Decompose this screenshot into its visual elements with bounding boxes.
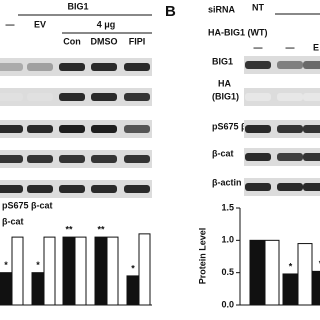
significance: **: [97, 224, 105, 234]
band: [245, 61, 271, 69]
band: [124, 155, 150, 163]
band: [303, 125, 320, 133]
lane-label: DMSO: [91, 36, 118, 46]
band: [27, 125, 53, 133]
bar: [312, 270, 320, 306]
significance: *: [36, 260, 40, 270]
band: [91, 125, 117, 133]
row-label: (BIG1): [212, 91, 239, 101]
bar: [43, 236, 56, 306]
label: NT: [252, 2, 264, 12]
lane-label: —: [286, 42, 295, 52]
band: [0, 185, 23, 193]
significance: *: [289, 261, 293, 271]
legend: β-cat: [2, 216, 24, 226]
label: HA-BIG1 (WT): [208, 27, 268, 37]
band: [0, 63, 23, 71]
band: [27, 93, 53, 101]
band: [59, 93, 85, 101]
bar: [264, 239, 280, 306]
bar: [94, 236, 107, 306]
band: [245, 125, 271, 133]
lane-label: FIPI: [129, 36, 146, 46]
band: [303, 153, 320, 161]
band: [0, 125, 23, 133]
band: [59, 125, 85, 133]
band: [27, 185, 53, 193]
band: [124, 93, 150, 101]
header: BIG1: [67, 1, 88, 11]
band: [91, 63, 117, 71]
band: [59, 155, 85, 163]
band: [27, 63, 53, 71]
band: [303, 93, 320, 101]
significance: **: [65, 224, 73, 234]
bar: [249, 239, 265, 306]
row-label: β-cat: [212, 148, 234, 158]
band: [277, 61, 303, 69]
band: [91, 93, 117, 101]
band: [124, 185, 150, 193]
band: [303, 61, 320, 69]
band: [27, 155, 53, 163]
band: [0, 155, 23, 163]
band: [0, 93, 23, 101]
dose: 4 μg: [97, 19, 116, 29]
band: [245, 153, 271, 161]
row-label: BIG1: [212, 56, 233, 66]
label: siRNA: [208, 4, 236, 14]
row-label: β-actin: [212, 177, 242, 187]
panel-letter: B: [165, 3, 176, 20]
bar: [126, 275, 139, 306]
lane-label: —: [254, 42, 263, 52]
band: [277, 183, 303, 191]
band: [59, 185, 85, 193]
bar: [282, 273, 298, 306]
band: [277, 153, 303, 161]
band: [59, 63, 85, 71]
legend: pS675 β-cat: [2, 200, 53, 210]
bar: [138, 233, 151, 306]
band: [303, 183, 320, 191]
lane-label: E: [313, 42, 319, 52]
band: [245, 93, 271, 101]
significance: *: [4, 260, 8, 270]
band: [91, 185, 117, 193]
band: [124, 63, 150, 71]
lane-label: EV: [34, 19, 46, 29]
y-tick-label: 1.0: [221, 235, 234, 245]
bar: [0, 272, 12, 306]
y-tick-label: 0.0: [221, 299, 234, 309]
significance: *: [319, 259, 320, 269]
band: [91, 155, 117, 163]
bar: [11, 236, 24, 306]
band: [277, 125, 303, 133]
bar: [106, 236, 119, 306]
band: [277, 93, 303, 101]
band: [124, 125, 150, 133]
band: [245, 183, 271, 191]
y-tick-label: 0.5: [221, 267, 234, 277]
bar: [74, 236, 87, 306]
row-label: pS675 β-cat: [212, 121, 263, 131]
lane-label: Con: [63, 36, 81, 46]
y-tick-label: 1.5: [221, 202, 234, 212]
y-axis-title: Protein Level: [197, 228, 207, 285]
bar: [62, 236, 75, 306]
bar: [297, 243, 313, 306]
bar: [31, 272, 44, 306]
significance: *: [131, 263, 135, 273]
row-label: HA: [218, 78, 231, 88]
lane-label: —: [6, 19, 15, 29]
